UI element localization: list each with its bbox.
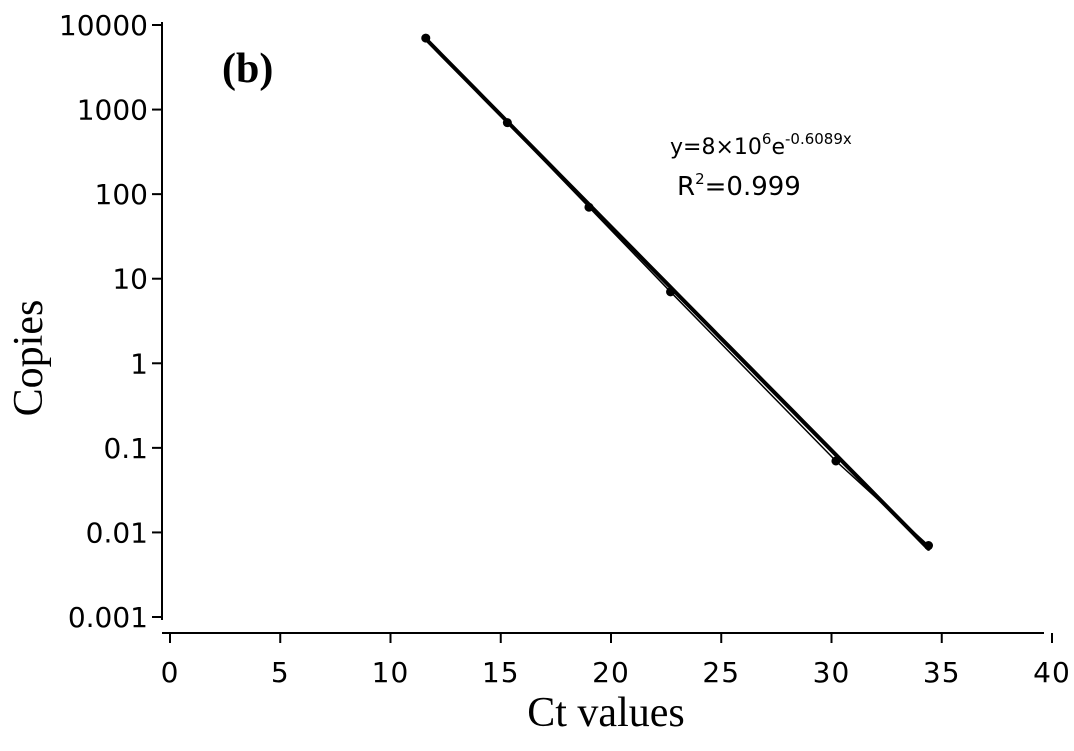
x-tick-label: 30: [813, 656, 851, 689]
y-tick-label: 10000: [59, 9, 148, 42]
x-ticks: 0 5 10 15 20 25 30 35 40: [161, 633, 1071, 689]
data-point: [666, 287, 676, 297]
x-tick-label: 15: [482, 656, 520, 689]
data-point: [502, 118, 512, 128]
y-tick-label: 0.001: [68, 601, 148, 634]
x-tick-label: 25: [702, 656, 740, 689]
y-tick-label: 0.01: [86, 516, 148, 549]
y-axis-title: Copies: [6, 300, 52, 417]
data-point: [924, 541, 934, 551]
series-line: [425, 37, 930, 547]
data-point: [584, 202, 594, 212]
y-tick-label: 0.1: [103, 432, 148, 465]
axes: [161, 22, 1044, 634]
x-tick-label: 35: [923, 656, 961, 689]
x-tick-label: 40: [1033, 656, 1071, 689]
y-tick-label: 100: [95, 178, 148, 211]
x-tick-label: 10: [372, 656, 410, 689]
data-point: [421, 33, 431, 43]
r-squared-annotation: R2=0.999: [677, 170, 801, 202]
equation-annotation: y=8×106e-0.6089x: [670, 130, 852, 160]
x-tick-label: 20: [592, 656, 630, 689]
y-tick-label: 1000: [77, 94, 148, 127]
x-tick-label: 5: [271, 656, 290, 689]
plot-area: [421, 33, 934, 551]
x-axis-title: Ct values: [527, 690, 684, 736]
panel-label: (b): [222, 46, 273, 92]
y-tick-label: 1: [130, 347, 148, 380]
y-ticks: 10000 1000 100 10 1 0.1 0.01 0.001: [59, 9, 162, 634]
y-tick-label: 10: [112, 263, 148, 296]
data-point: [831, 456, 841, 466]
x-tick-label: 0: [161, 656, 180, 689]
